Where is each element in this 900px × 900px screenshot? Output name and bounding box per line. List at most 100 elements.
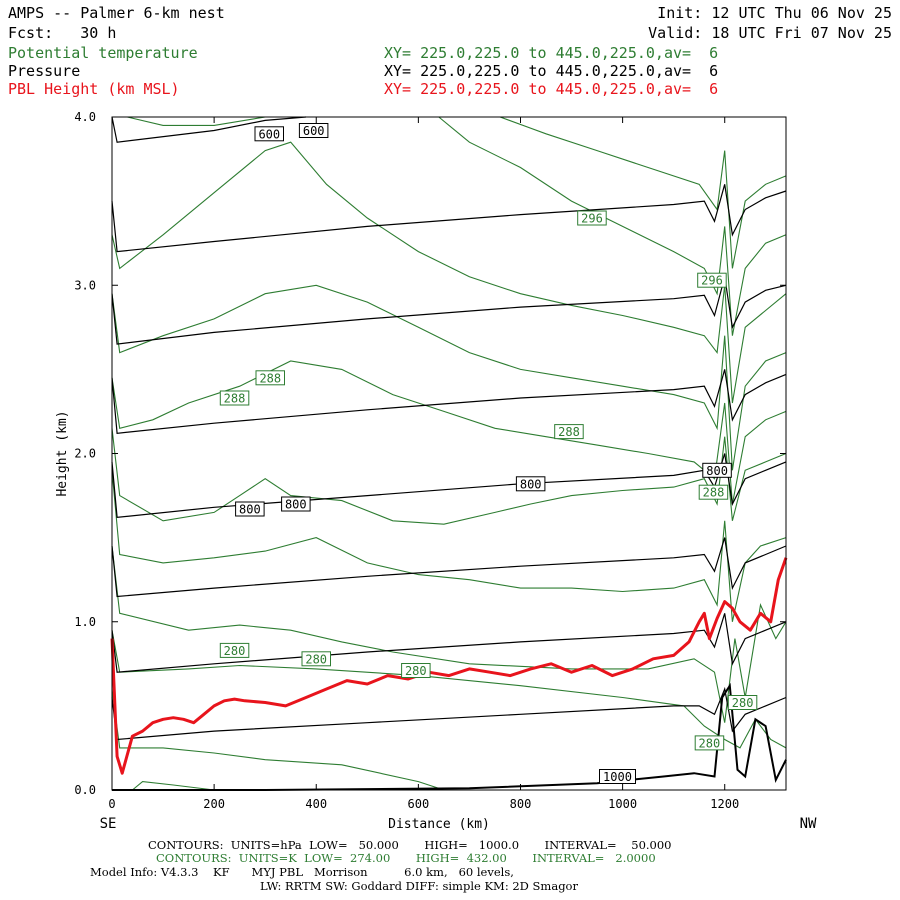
theta-contour-label-text: 288 (224, 392, 246, 406)
y-tick-label: 4.0 (74, 110, 96, 124)
theta-contour-label: 280 (219, 642, 250, 658)
theta-contour-278 (111, 688, 445, 791)
forecast-hour: Fcst: 30 h (8, 24, 117, 42)
theta-contour-label: 280 (694, 735, 725, 751)
x-tick-label: 1000 (608, 797, 637, 811)
theta-contour-label-text: 288 (259, 371, 281, 385)
chart-title: AMPS -- Palmer 6-km nest (8, 4, 225, 22)
theta-contour-label-box (694, 735, 725, 751)
pressure-contour-label: 1000 (599, 769, 636, 784)
theta-contour-label-text: 288 (558, 425, 580, 439)
theta-contour-296 (438, 116, 787, 336)
pressure-contour-label-text: 1000 (603, 770, 632, 784)
theta-contour-label-text: 296 (701, 274, 723, 288)
theta-contour-label: 288 (219, 390, 250, 406)
theta-contour-290 (111, 284, 787, 471)
x-axis-label: Distance (km) (388, 817, 490, 832)
pressure-contour-label: 800 (235, 501, 265, 517)
x-tick-label: 600 (408, 797, 430, 811)
theta-contour-label: 288 (255, 370, 285, 386)
pressure-contour-750 (111, 369, 787, 434)
pressure-contour-900 (111, 613, 787, 673)
pressure-contour-label-box (235, 501, 265, 517)
footer-contours-theta: CONTOURS: UNITS=K LOW= 274.00 HIGH= 432.… (156, 851, 656, 865)
axes: 0 200 400 600 800 1000 1200 0.0 1.0 2.0 3.0 4.0 Dist… (55, 110, 817, 832)
plot-frame (111, 116, 787, 791)
theta-contour-label-box (577, 210, 607, 226)
pressure-contour-800 (111, 453, 787, 519)
y-tick-label: 1.0 (74, 615, 96, 629)
pressure-contour-950 (111, 686, 787, 741)
pbl-height-line (110, 557, 788, 775)
x-tick-label: 400 (305, 797, 327, 811)
theta-contour-label-box (727, 695, 758, 710)
pressure-contour-label: 600 (254, 126, 284, 142)
theta-contour-label-text: 280 (732, 696, 754, 710)
theta-contour-286 (111, 428, 787, 525)
theta-contour-label-box (401, 663, 431, 678)
field-pressure-name: Pressure (8, 62, 81, 80)
y-axis-label: Height (km) (55, 410, 70, 496)
contour-labels: 600 600 800 800 800 800 1000 296 296 288 288 288 288… (219, 123, 758, 784)
theta-contour-label-box (301, 651, 331, 667)
theta-contour-label: 296 (577, 210, 607, 226)
plot-border (111, 116, 787, 791)
pressure-contour-label-box (298, 123, 329, 138)
theta-contour-label-text: 280 (305, 652, 327, 666)
pressure-contours (111, 116, 787, 791)
theta-contour-label-box (255, 370, 285, 386)
theta-contour-label-text: 296 (581, 212, 603, 226)
pressure-contour-850 (111, 537, 787, 598)
pressure-contour-label: 800 (515, 476, 546, 492)
x-tick-label: 0 (108, 797, 115, 811)
pbl-height-series (110, 557, 788, 775)
pressure-contour-label-box (702, 462, 732, 478)
y-tick-label: 3.0 (74, 278, 96, 292)
pressure-contour-label: 800 (702, 462, 732, 478)
theta-contour-284 (111, 470, 787, 622)
theta-contour-label: 296 (697, 272, 727, 288)
theta-contour-label: 280 (301, 651, 331, 667)
field-theta-name: Potential temperature (8, 44, 198, 62)
theta-contour-label: 288 (698, 484, 729, 500)
pressure-contour-label: 600 (298, 123, 329, 138)
pressure-contour-1000 (112, 682, 787, 791)
theta-contour-label-box (697, 272, 727, 288)
theta-contour-label-box (219, 642, 250, 658)
theta-contour-280 (111, 630, 787, 749)
y-tick-label: 2.0 (74, 447, 96, 461)
valid-time: Valid: 18 UTC Fri 07 Nov 25 (648, 24, 892, 42)
field-pbl-name: PBL Height (km MSL) (8, 80, 180, 98)
theta-contour-label-text: 280 (405, 664, 427, 678)
pressure-contour-label-box (599, 769, 636, 784)
pressure-contour-label-box (254, 126, 284, 142)
theta-contour-label: 280 (727, 695, 758, 710)
field-pressure-xy: XY= 225.0,225.0 to 445.0,225.0,av= 6 (384, 62, 719, 80)
x-end-label-left: SE (100, 816, 117, 832)
theta-contour-288 (111, 360, 787, 505)
theta-contour-label-box (554, 424, 584, 440)
field-theta-xy: XY= 225.0,225.0 to 445.0,225.0,av= 6 (384, 44, 719, 62)
pressure-contour-label: 800 (281, 496, 311, 512)
theta-contour-282 (111, 545, 787, 723)
pressure-contour-700 (111, 276, 787, 345)
theta-contours (111, 116, 787, 791)
pressure-contour-600 (111, 116, 307, 143)
theta-contour-label-text: 280 (224, 644, 246, 658)
theta-contour-label-box (219, 390, 250, 406)
pressure-contour-label-box (515, 476, 546, 492)
pressure-contour-label-box (281, 496, 311, 512)
footer-contours-pressure: CONTOURS: UNITS=hPa LOW= 50.000 HIGH= 10… (148, 838, 672, 852)
theta-contour-label: 280 (401, 663, 431, 678)
pressure-contour-650 (111, 184, 787, 253)
x-tick-label: 1200 (710, 797, 739, 811)
theta-contour-label-text: 288 (703, 486, 725, 500)
theta-contour-298 (499, 116, 787, 269)
pressure-contour-label-text: 800 (285, 498, 307, 512)
init-time: Init: 12 UTC Thu 06 Nov 25 (657, 4, 892, 22)
theta-contour-label-box (698, 484, 729, 500)
pressure-contour-label-text: 800 (520, 477, 542, 491)
x-tick-label: 200 (203, 797, 225, 811)
x-end-label-right: NW (800, 816, 817, 832)
